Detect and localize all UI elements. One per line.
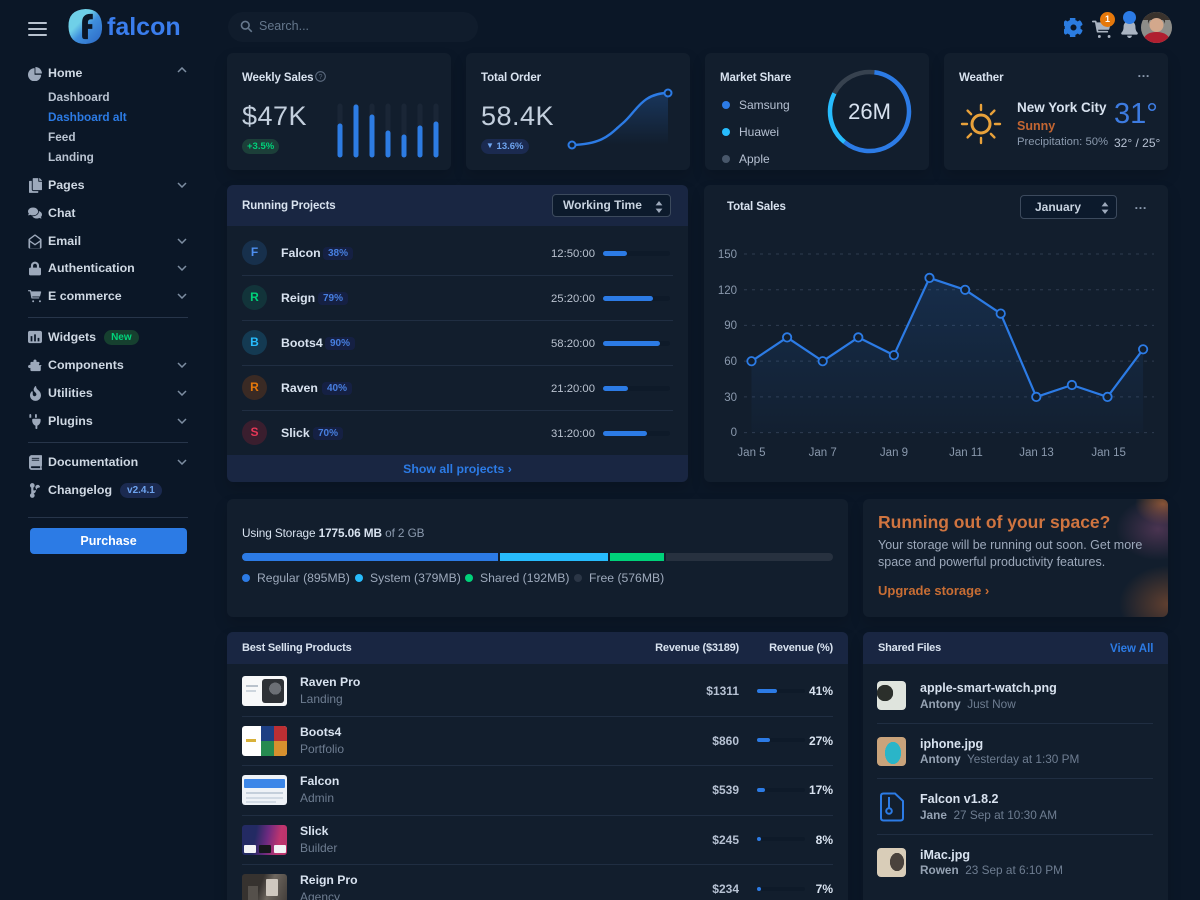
svg-text:Jan 13: Jan 13 [1019,447,1054,459]
svg-text:Jan 9: Jan 9 [880,447,908,459]
svg-text:Jan 7: Jan 7 [809,447,837,459]
svg-text:Jan 5: Jan 5 [737,447,765,459]
svg-text:Jan 15: Jan 15 [1091,447,1126,459]
svg-text:90: 90 [724,320,737,332]
svg-text:60: 60 [724,356,737,368]
svg-text:0: 0 [731,427,737,439]
svg-text:120: 120 [718,285,737,297]
svg-text:?: ? [319,74,323,81]
svg-text:150: 150 [718,249,737,261]
svg-text:26M: 26M [848,99,891,124]
svg-text:Jan 11: Jan 11 [949,447,983,459]
svg-text:30: 30 [724,392,737,404]
